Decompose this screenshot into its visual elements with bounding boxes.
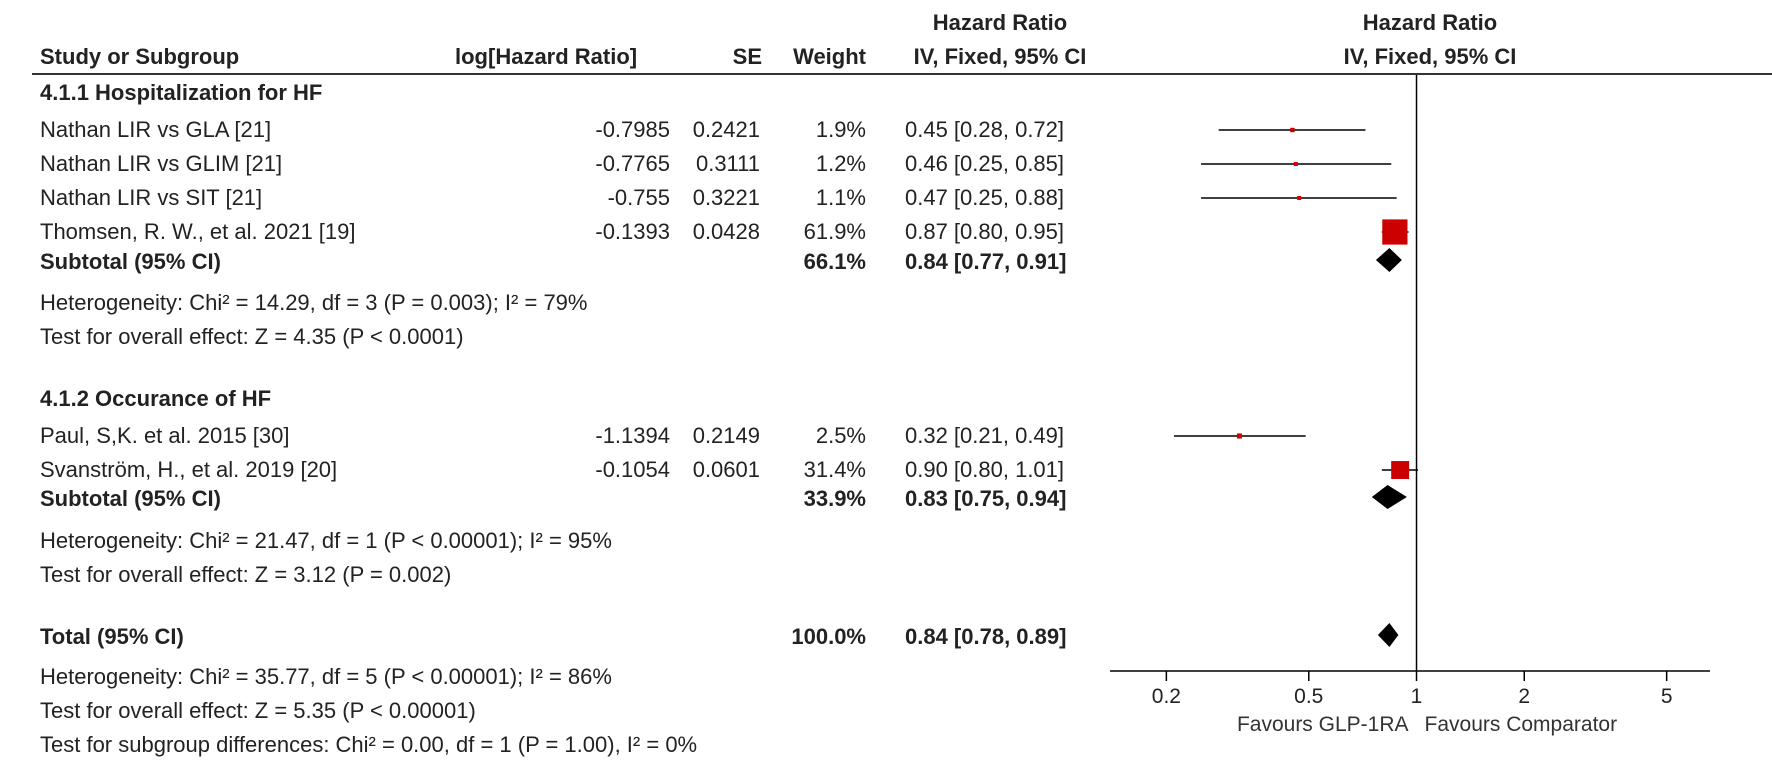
summary-diamond bbox=[1377, 623, 1399, 647]
subgroup-differences-text: Test for subgroup differences: Chi² = 0.… bbox=[40, 732, 698, 757]
study-se: 0.3111 bbox=[695, 151, 760, 176]
x-tick-label: 5 bbox=[1661, 685, 1673, 708]
total-ci: 0.84 [0.78, 0.89] bbox=[905, 624, 1067, 649]
study-name: Nathan LIR vs GLA [21] bbox=[40, 117, 272, 142]
study-name: Svanström, H., et al. 2019 [20] bbox=[40, 457, 338, 482]
study-marker bbox=[1382, 219, 1408, 245]
study-marker bbox=[1297, 196, 1302, 200]
header-rule bbox=[32, 73, 1772, 75]
x-tick-label: 0.2 bbox=[1152, 685, 1181, 708]
favours-left-label: Favours GLP-1RA bbox=[1237, 713, 1409, 736]
subtotal-ci: 0.84 [0.77, 0.91] bbox=[905, 249, 1067, 274]
total-label: Total (95% CI) bbox=[40, 624, 184, 649]
study-weight: 1.1% bbox=[815, 185, 866, 210]
study-loghr: -0.1054 bbox=[595, 457, 670, 482]
subtotal-ci: 0.83 [0.75, 0.94] bbox=[905, 486, 1067, 511]
header-hr-method: IV, Fixed, 95% CI bbox=[913, 44, 1087, 69]
total-heterogeneity-text: Heterogeneity: Chi² = 35.77, df = 5 (P <… bbox=[40, 664, 612, 689]
x-tick-label: 0.5 bbox=[1294, 685, 1323, 708]
study-name: Paul, S,K. et al. 2015 [30] bbox=[40, 423, 290, 448]
subtotal-label: Subtotal (95% CI) bbox=[40, 249, 221, 274]
study-loghr: -0.7765 bbox=[595, 151, 670, 176]
study-se: 0.3221 bbox=[692, 185, 760, 210]
study-weight: 2.5% bbox=[815, 423, 866, 448]
overall-effect-text: Test for overall effect: Z = 4.35 (P < 0… bbox=[40, 324, 464, 349]
study-ci: 0.90 [0.80, 1.01] bbox=[905, 457, 1065, 482]
header-weight: Weight bbox=[793, 44, 866, 69]
header-se: SE bbox=[732, 44, 762, 69]
plot-method: IV, Fixed, 95% CI bbox=[1343, 44, 1517, 69]
study-se: 0.2421 bbox=[692, 117, 760, 142]
subtotal-weight: 66.1% bbox=[803, 249, 866, 274]
study-ci: 0.32 [0.21, 0.49] bbox=[905, 423, 1065, 448]
subtotal-weight: 33.9% bbox=[803, 486, 866, 511]
study-loghr: -0.7985 bbox=[595, 117, 670, 142]
study-se: 0.0428 bbox=[692, 219, 760, 244]
heterogeneity-text: Heterogeneity: Chi² = 21.47, df = 1 (P <… bbox=[40, 528, 612, 553]
group-title: 4.1.1 Hospitalization for HF bbox=[40, 80, 323, 105]
study-weight: 61.9% bbox=[803, 219, 866, 244]
total-overall-effect-text: Test for overall effect: Z = 5.35 (P < 0… bbox=[40, 698, 476, 723]
study-weight: 1.9% bbox=[815, 117, 866, 142]
plot-title: Hazard Ratio bbox=[1362, 10, 1498, 35]
subtotal-label: Subtotal (95% CI) bbox=[40, 486, 221, 511]
total-weight: 100.0% bbox=[791, 624, 866, 649]
heterogeneity-text: Heterogeneity: Chi² = 14.29, df = 3 (P =… bbox=[40, 290, 588, 315]
summary-diamond bbox=[1371, 485, 1407, 509]
x-tick-label: 1 bbox=[1411, 685, 1423, 708]
study-ci: 0.87 [0.80, 0.95] bbox=[905, 219, 1065, 244]
study-weight: 31.4% bbox=[803, 457, 866, 482]
overall-effect-text: Test for overall effect: Z = 3.12 (P = 0… bbox=[40, 562, 452, 587]
x-tick-label: 2 bbox=[1518, 685, 1530, 708]
study-ci: 0.46 [0.25, 0.85] bbox=[905, 151, 1065, 176]
study-loghr: -1.1394 bbox=[595, 423, 670, 448]
study-se: 0.2149 bbox=[692, 423, 760, 448]
favours-right-label: Favours Comparator bbox=[1425, 713, 1618, 736]
study-loghr: -0.755 bbox=[607, 185, 670, 210]
header-hr-title: Hazard Ratio bbox=[932, 10, 1068, 35]
study-loghr: -0.1393 bbox=[595, 219, 670, 244]
study-name: Nathan LIR vs SIT [21] bbox=[40, 185, 263, 210]
header-study: Study or Subgroup bbox=[40, 44, 240, 69]
header-loghr: log[Hazard Ratio] bbox=[455, 44, 638, 69]
study-name: Nathan LIR vs GLIM [21] bbox=[40, 151, 283, 176]
group-title: 4.1.2 Occurance of HF bbox=[40, 386, 272, 411]
study-weight: 1.2% bbox=[815, 151, 866, 176]
study-se: 0.0601 bbox=[692, 457, 760, 482]
study-marker bbox=[1290, 127, 1295, 133]
summary-diamond bbox=[1375, 248, 1402, 272]
study-ci: 0.45 [0.28, 0.72] bbox=[905, 117, 1065, 142]
study-marker bbox=[1236, 433, 1242, 439]
study-ci: 0.47 [0.25, 0.88] bbox=[905, 185, 1065, 210]
study-marker bbox=[1293, 162, 1298, 166]
forest-plot: 0.2 0.5 1 2 5 Favours GLP-1RA Favours Comparat… bbox=[1110, 75, 1710, 736]
study-marker bbox=[1391, 461, 1410, 479]
study-name: Thomsen, R. W., et al. 2021 [19] bbox=[40, 219, 356, 244]
